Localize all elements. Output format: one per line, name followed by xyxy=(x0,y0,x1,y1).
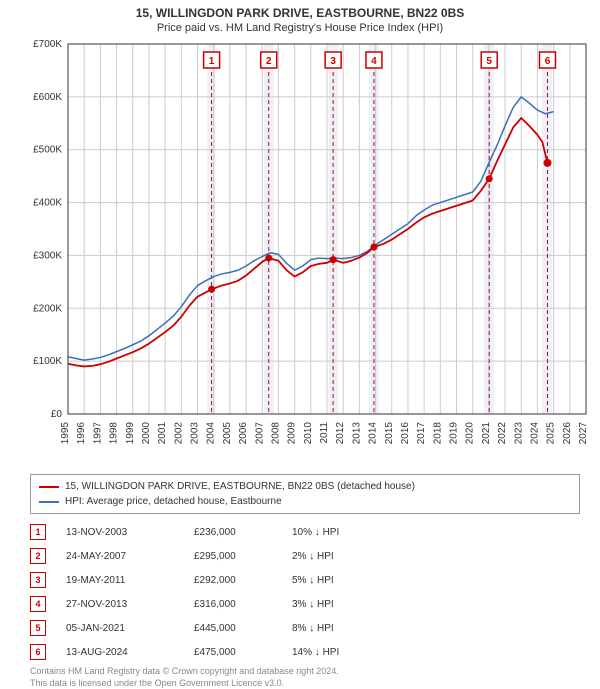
svg-text:2000: 2000 xyxy=(141,422,152,445)
svg-text:2001: 2001 xyxy=(157,422,168,445)
svg-text:£700K: £700K xyxy=(33,39,62,50)
table-row: 6 13-AUG-2024£475,00014% ↓ HPI xyxy=(30,640,420,664)
svg-text:2021: 2021 xyxy=(481,422,492,445)
sale-price: £295,000 xyxy=(194,544,292,568)
page-subtitle: Price paid vs. HM Land Registry's House … xyxy=(0,20,600,38)
sale-date: 27-NOV-2013 xyxy=(66,592,194,616)
svg-text:2011: 2011 xyxy=(319,422,330,444)
sale-date: 13-AUG-2024 xyxy=(66,640,194,664)
legend-item: 15, WILLINGDON PARK DRIVE, EASTBOURNE, B… xyxy=(39,479,571,494)
sale-delta: 2% ↓ HPI xyxy=(292,544,420,568)
svg-text:2010: 2010 xyxy=(303,422,314,445)
svg-text:2008: 2008 xyxy=(270,422,281,445)
sale-delta: 8% ↓ HPI xyxy=(292,616,420,640)
svg-text:2015: 2015 xyxy=(384,422,395,445)
sale-delta: 5% ↓ HPI xyxy=(292,568,420,592)
svg-text:2017: 2017 xyxy=(416,422,427,445)
svg-text:£300K: £300K xyxy=(33,250,62,261)
svg-text:2018: 2018 xyxy=(432,422,443,445)
svg-text:1: 1 xyxy=(209,56,215,67)
table-row: 5 05-JAN-2021£445,0008% ↓ HPI xyxy=(30,616,420,640)
svg-text:2019: 2019 xyxy=(449,422,460,445)
sale-delta: 3% ↓ HPI xyxy=(292,592,420,616)
sale-price: £292,000 xyxy=(194,568,292,592)
svg-text:2027: 2027 xyxy=(578,422,589,445)
legend-swatch xyxy=(39,486,59,488)
svg-text:1996: 1996 xyxy=(76,422,87,445)
footer-line-2: This data is licensed under the Open Gov… xyxy=(30,678,284,688)
sale-price: £316,000 xyxy=(194,592,292,616)
page-title: 15, WILLINGDON PARK DRIVE, EASTBOURNE, B… xyxy=(0,0,600,20)
sales-table: 1 13-NOV-2003£236,00010% ↓ HPI 2 24-MAY-200… xyxy=(30,520,420,664)
sale-marker: 4 xyxy=(30,596,46,612)
price-chart: £0 £100K £200K £300K £400K £500K £600K £700K 199… xyxy=(10,38,590,468)
svg-text:2020: 2020 xyxy=(465,422,476,445)
table-row: 4 27-NOV-2013£316,0003% ↓ HPI xyxy=(30,592,420,616)
sale-delta: 14% ↓ HPI xyxy=(292,640,420,664)
svg-text:2026: 2026 xyxy=(562,422,573,445)
table-row: 2 24-MAY-2007£295,0002% ↓ HPI xyxy=(30,544,420,568)
svg-text:2007: 2007 xyxy=(254,422,265,445)
chart-svg: £0 £100K £200K £300K £400K £500K £600K £700K 199… xyxy=(10,38,590,468)
sale-price: £236,000 xyxy=(194,520,292,544)
legend-label: 15, WILLINGDON PARK DRIVE, EASTBOURNE, B… xyxy=(65,479,415,494)
sale-delta: 10% ↓ HPI xyxy=(292,520,420,544)
legend: 15, WILLINGDON PARK DRIVE, EASTBOURNE, B… xyxy=(30,474,580,514)
svg-text:2003: 2003 xyxy=(190,422,201,445)
svg-text:2013: 2013 xyxy=(351,422,362,445)
svg-text:1998: 1998 xyxy=(109,422,120,445)
legend-label: HPI: Average price, detached house, East… xyxy=(65,494,282,509)
svg-text:1995: 1995 xyxy=(60,422,71,445)
sale-date: 19-MAY-2011 xyxy=(66,568,194,592)
svg-text:2012: 2012 xyxy=(335,422,346,445)
svg-text:2025: 2025 xyxy=(546,422,557,445)
svg-text:2014: 2014 xyxy=(368,422,379,445)
sale-date: 24-MAY-2007 xyxy=(66,544,194,568)
footer-line-1: Contains HM Land Registry data © Crown c… xyxy=(30,666,339,676)
legend-swatch xyxy=(39,501,59,503)
sale-marker: 5 xyxy=(30,620,46,636)
sale-marker: 1 xyxy=(30,524,46,540)
svg-text:£500K: £500K xyxy=(33,145,62,156)
sale-marker: 2 xyxy=(30,548,46,564)
sale-marker: 6 xyxy=(30,644,46,660)
svg-text:£400K: £400K xyxy=(33,198,62,209)
legend-item: HPI: Average price, detached house, East… xyxy=(39,494,571,509)
svg-text:2022: 2022 xyxy=(497,422,508,445)
svg-text:5: 5 xyxy=(486,56,492,67)
svg-text:1997: 1997 xyxy=(92,422,103,445)
svg-text:2: 2 xyxy=(266,56,272,67)
svg-text:2023: 2023 xyxy=(513,422,524,445)
sale-price: £475,000 xyxy=(194,640,292,664)
sale-date: 13-NOV-2003 xyxy=(66,520,194,544)
svg-text:2009: 2009 xyxy=(287,422,298,445)
svg-text:2024: 2024 xyxy=(529,422,540,445)
svg-text:2002: 2002 xyxy=(173,422,184,445)
sale-price: £445,000 xyxy=(194,616,292,640)
svg-text:4: 4 xyxy=(371,56,377,67)
svg-text:2004: 2004 xyxy=(206,422,217,445)
sale-date: 05-JAN-2021 xyxy=(66,616,194,640)
table-row: 3 19-MAY-2011£292,0005% ↓ HPI xyxy=(30,568,420,592)
svg-text:£100K: £100K xyxy=(33,356,62,367)
svg-text:2005: 2005 xyxy=(222,422,233,445)
svg-text:6: 6 xyxy=(545,56,551,67)
svg-text:£200K: £200K xyxy=(33,303,62,314)
svg-text:1999: 1999 xyxy=(125,422,136,445)
svg-text:£600K: £600K xyxy=(33,92,62,103)
svg-text:2016: 2016 xyxy=(400,422,411,445)
svg-text:3: 3 xyxy=(330,56,336,67)
table-row: 1 13-NOV-2003£236,00010% ↓ HPI xyxy=(30,520,420,544)
sale-marker: 3 xyxy=(30,572,46,588)
footer-note: Contains HM Land Registry data © Crown c… xyxy=(30,666,580,689)
svg-text:2006: 2006 xyxy=(238,422,249,445)
svg-text:£0: £0 xyxy=(51,409,63,420)
